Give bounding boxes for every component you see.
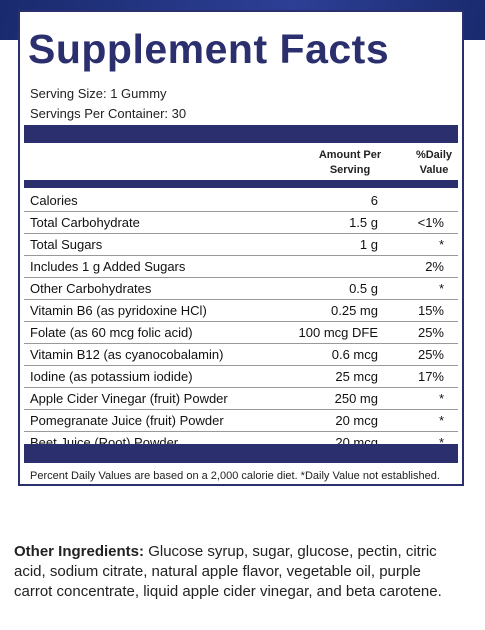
- serving-size: Serving Size: 1 Gummy: [30, 86, 167, 101]
- title: Supplement Facts: [28, 26, 390, 72]
- column-header: %Daily Value: [415, 149, 453, 176]
- daily-value: 15%: [417, 303, 444, 318]
- nutrient-name: Apple Cider Vinegar (fruit) Powder: [30, 391, 228, 406]
- daily-value: 25%: [417, 325, 444, 340]
- daily-value: *: [438, 391, 444, 406]
- header-bar: [24, 125, 458, 143]
- servings-per-container: Servings Per Container: 30: [30, 106, 187, 121]
- table-row: Total Sugars 1 g *: [24, 234, 458, 256]
- column-header: Amount Per Serving: [318, 149, 382, 176]
- nutrient-name: Iodine (as potassium iodide): [30, 369, 193, 384]
- divider-bar: [24, 180, 458, 188]
- daily-value: *: [438, 281, 444, 296]
- nutrient-name: Pomegranate Juice (fruit) Powder: [30, 413, 224, 428]
- label-box: Supplement Facts Serving Size: 1 Gummy S…: [18, 10, 464, 486]
- nutrient-name: Folate (as 60 mcg folic acid): [30, 325, 193, 340]
- nutrient-name: Other Carbohydrates: [30, 281, 152, 296]
- nutrient-name: Includes 1 g Added Sugars: [30, 259, 186, 274]
- amount: 0.5 g: [349, 281, 378, 296]
- other-ingredients: Other Ingredients: Glucose syrup, sugar,…: [14, 542, 454, 602]
- amount: 0.25 mg: [331, 303, 378, 318]
- table-row: Calories 6: [24, 190, 458, 212]
- daily-value: *: [438, 435, 444, 450]
- table-row: Other Carbohydrates 0.5 g *: [24, 278, 458, 300]
- nutrient-name: Vitamin B12 (as cyanocobalamin): [30, 347, 224, 362]
- ingredients-label: Other Ingredients:: [14, 543, 145, 560]
- table-row: Vitamin B12 (as cyanocobalamin) 0.6 mcg 25…: [24, 344, 458, 366]
- table: Calories 6 Total Carbohydrate 1.5 g <1% Total…: [24, 190, 458, 454]
- amount: 25 mcg: [335, 369, 378, 384]
- table-row: Vitamin B6 (as pyridoxine HCl) 0.25 mg 15%: [24, 300, 458, 322]
- daily-value: 25%: [417, 347, 444, 362]
- daily-value: 17%: [417, 369, 444, 384]
- daily-value: <1%: [417, 215, 444, 230]
- footer-bar: [24, 444, 458, 463]
- nutrient-name: Vitamin B6 (as pyridoxine HCl): [30, 303, 207, 318]
- amount: 6: [370, 193, 378, 208]
- ingredients-text: Glucose syrup, sugar, glucose, pectin, c…: [14, 543, 442, 600]
- amount: 100 mcg DFE: [298, 325, 378, 340]
- table-row: Pomegranate Juice (fruit) Powder 20 mcg *: [24, 410, 458, 432]
- daily-value: *: [438, 413, 444, 428]
- amount: 20 mcg: [335, 413, 378, 428]
- table-row: Folate (as 60 mcg folic acid) 100 mcg DFE…: [24, 322, 458, 344]
- nutrient-name: Calories: [30, 193, 78, 208]
- table-row: Apple Cider Vinegar (fruit) Powder 250 mg…: [24, 388, 458, 410]
- amount: 1 g: [359, 237, 378, 252]
- table-row: Iodine (as potassium iodide) 25 mcg 17%: [24, 366, 458, 388]
- daily-value: 2%: [425, 259, 444, 274]
- amount: 250 mg: [334, 391, 378, 406]
- footnote: Percent Daily Values are based on a 2,00…: [30, 470, 440, 482]
- nutrient-name: Total Sugars: [30, 237, 103, 252]
- daily-value: *: [438, 237, 444, 252]
- amount: 1.5 g: [349, 215, 378, 230]
- table-row: Includes 1 g Added Sugars 2%: [24, 256, 458, 278]
- amount: 0.6 mcg: [331, 347, 378, 362]
- table-row: Total Carbohydrate 1.5 g <1%: [24, 212, 458, 234]
- nutrient-name: Total Carbohydrate: [30, 215, 140, 230]
